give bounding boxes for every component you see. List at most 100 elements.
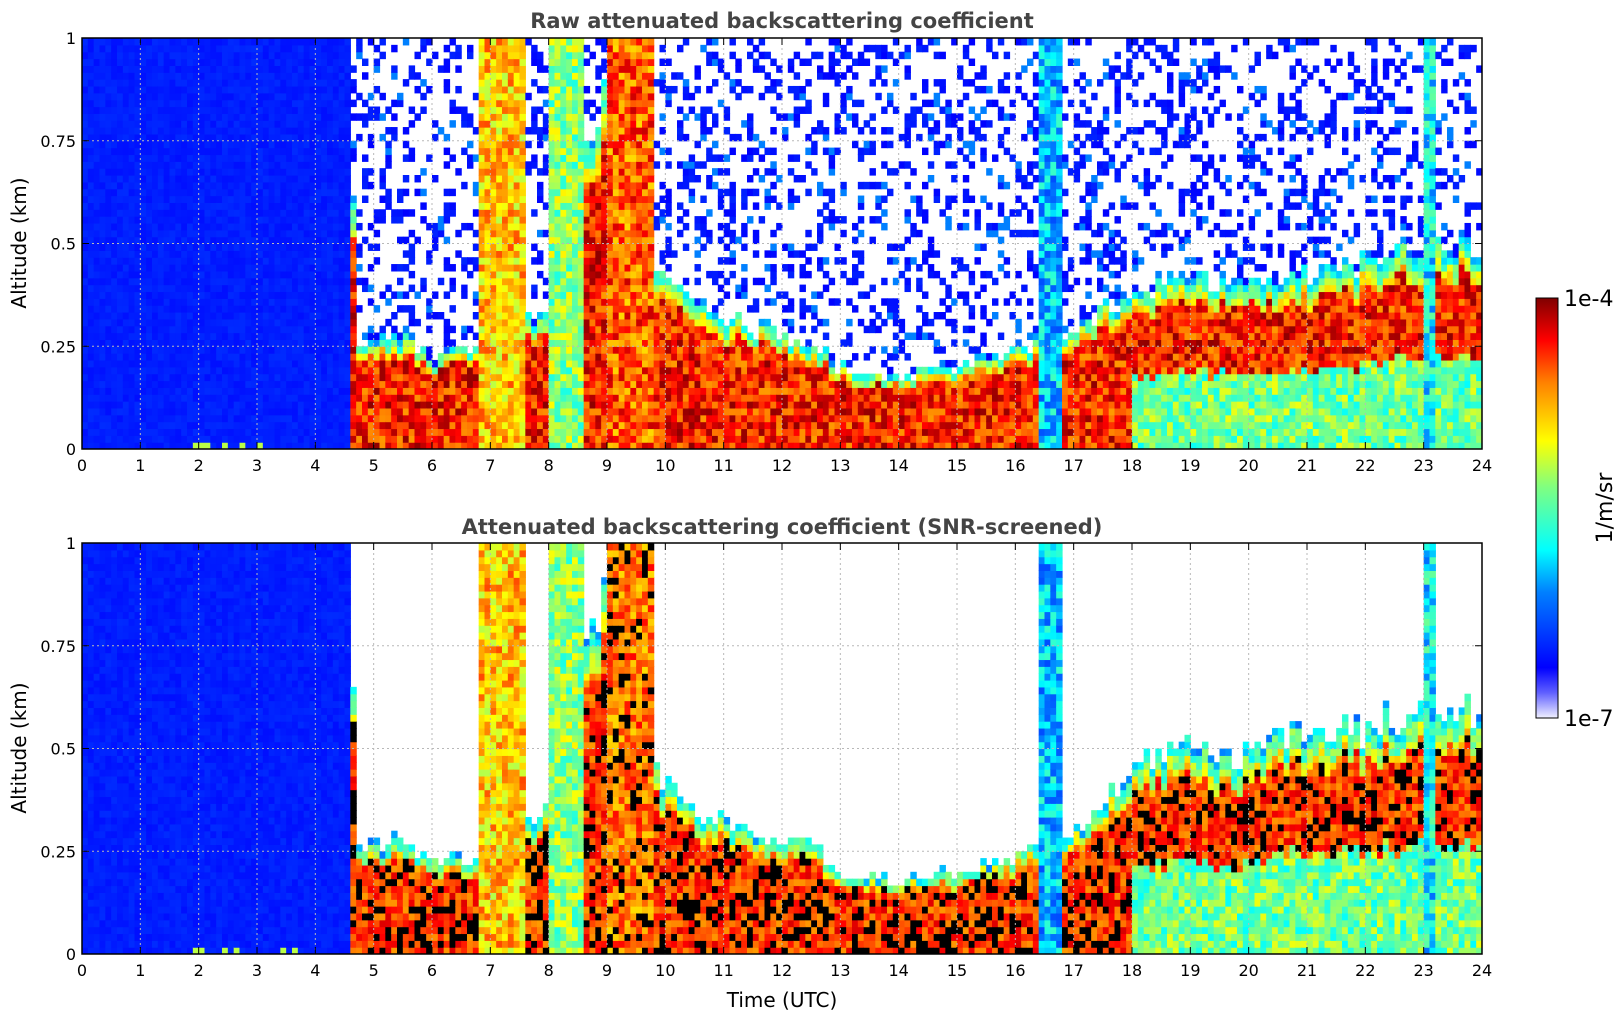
heat-cell bbox=[210, 58, 217, 66]
heat-cell bbox=[111, 106, 118, 114]
heat-cell bbox=[589, 181, 596, 190]
heat-cell bbox=[181, 257, 188, 265]
heat-cell bbox=[239, 380, 246, 388]
heat-cell bbox=[286, 106, 293, 114]
heat-cell bbox=[274, 140, 281, 149]
heat-cell bbox=[303, 161, 311, 169]
heat-cell bbox=[373, 65, 381, 73]
heat-cell bbox=[309, 421, 316, 430]
heat-cell bbox=[618, 65, 626, 73]
heat-cell bbox=[111, 65, 118, 73]
heat-cell bbox=[624, 243, 631, 251]
heat-cell bbox=[607, 79, 614, 87]
heat-cell bbox=[303, 209, 311, 217]
heat-cell bbox=[583, 407, 591, 416]
heat-cell bbox=[157, 120, 165, 128]
heat-cell bbox=[198, 298, 206, 306]
heat-cell bbox=[192, 387, 200, 395]
heat-cell bbox=[420, 38, 427, 46]
heat-cell bbox=[134, 99, 141, 108]
heat-cell bbox=[175, 353, 182, 361]
heat-cell bbox=[391, 353, 398, 361]
heat-cell bbox=[175, 51, 182, 60]
heat-cell bbox=[554, 401, 561, 409]
heat-cell bbox=[344, 147, 351, 156]
heat-cell bbox=[187, 161, 194, 169]
heat-cell bbox=[642, 305, 649, 313]
heat-cell bbox=[216, 51, 223, 60]
heat-cell bbox=[595, 291, 602, 299]
heat-cell bbox=[478, 312, 486, 320]
heat-cell bbox=[426, 154, 433, 162]
heat-cell bbox=[105, 106, 112, 114]
heat-cell bbox=[187, 305, 194, 313]
heat-cell bbox=[262, 65, 270, 73]
heat-cell bbox=[87, 99, 95, 108]
heat-cell bbox=[239, 428, 246, 436]
heat-cell bbox=[93, 325, 101, 334]
heat-cell bbox=[181, 79, 188, 87]
heat-cell bbox=[309, 195, 316, 203]
heat-cell bbox=[227, 325, 235, 334]
heat-cell bbox=[152, 387, 159, 395]
heat-cell bbox=[624, 85, 631, 94]
heat-cell bbox=[327, 236, 334, 245]
heat-cell bbox=[560, 250, 567, 258]
heat-cell bbox=[566, 195, 573, 203]
heat-cell bbox=[350, 353, 357, 361]
heat-cell bbox=[379, 325, 386, 334]
heat-cell bbox=[490, 312, 497, 320]
heat-cell bbox=[595, 442, 602, 449]
heat-cell bbox=[257, 127, 264, 135]
heat-cell bbox=[327, 353, 334, 361]
heat-cell bbox=[82, 332, 89, 340]
heat-cell bbox=[303, 175, 311, 183]
heat-cell bbox=[560, 394, 567, 402]
heat-cell bbox=[239, 175, 246, 183]
heat-cell bbox=[163, 209, 171, 217]
heat-cell bbox=[233, 236, 241, 245]
heat-cell bbox=[443, 85, 451, 94]
heat-cell bbox=[321, 332, 328, 340]
heat-cell bbox=[548, 305, 556, 313]
heat-cell bbox=[274, 195, 281, 203]
heat-cell bbox=[624, 291, 631, 299]
heat-cell bbox=[187, 202, 194, 210]
heat-cell bbox=[519, 318, 526, 327]
heat-cell bbox=[140, 373, 147, 382]
heat-cell bbox=[140, 168, 147, 176]
heat-cell bbox=[607, 229, 614, 238]
heat-cell bbox=[367, 181, 375, 190]
heat-cell bbox=[222, 133, 229, 142]
heat-cell bbox=[140, 236, 147, 245]
heat-cell bbox=[554, 257, 561, 265]
heat-cell bbox=[612, 243, 620, 251]
heat-cell bbox=[332, 250, 340, 258]
heat-cell bbox=[362, 428, 369, 436]
heat-cell bbox=[198, 120, 206, 128]
heat-cell bbox=[181, 284, 188, 293]
heat-cell bbox=[128, 195, 136, 203]
heat-cell bbox=[122, 99, 130, 108]
heat-cell bbox=[566, 339, 573, 347]
heat-cell bbox=[385, 435, 392, 443]
heat-cell bbox=[274, 401, 281, 409]
heat-cell bbox=[157, 113, 165, 121]
heat-cell bbox=[583, 346, 591, 354]
heat-cell bbox=[373, 58, 381, 66]
heat-cell bbox=[157, 51, 165, 60]
heat-cell bbox=[502, 202, 509, 210]
heat-cell bbox=[303, 394, 311, 402]
heat-cell bbox=[245, 161, 252, 169]
heat-cell bbox=[297, 181, 305, 190]
heat-cell bbox=[303, 195, 311, 203]
heat-cell bbox=[350, 257, 357, 265]
heat-cell bbox=[146, 428, 153, 436]
heat-cell bbox=[87, 366, 95, 375]
heat-cell bbox=[467, 120, 474, 128]
heat-cell bbox=[327, 435, 334, 443]
heat-cell bbox=[502, 44, 509, 53]
heat-cell bbox=[356, 421, 363, 430]
heat-cell bbox=[583, 216, 591, 224]
heat-cell bbox=[105, 181, 112, 190]
